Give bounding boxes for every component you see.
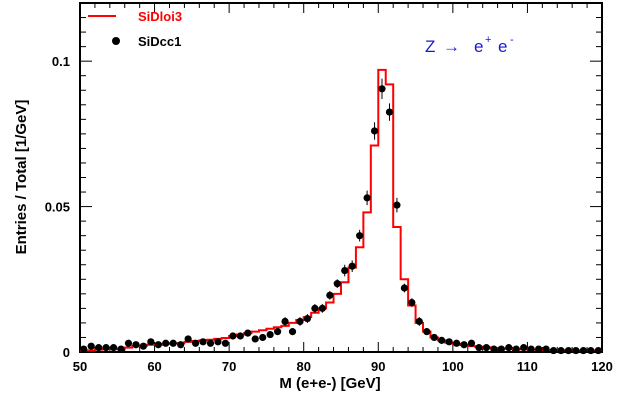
data-point (400, 284, 408, 292)
data-point (214, 338, 222, 346)
data-point (154, 341, 162, 349)
data-point (475, 344, 483, 352)
data-point (594, 346, 602, 355)
process-annotation: Z → e + e - (425, 34, 514, 56)
data-point (318, 304, 326, 312)
data-point (415, 317, 423, 326)
data-point (169, 339, 177, 347)
data-point (109, 344, 118, 352)
data-point (378, 85, 386, 93)
data-point (572, 346, 580, 355)
annotation-e1: e (474, 37, 483, 56)
data-point (139, 342, 147, 350)
data-point (348, 262, 356, 270)
x-tick-labels: 50 60 70 80 90 100 110 120 (73, 359, 613, 374)
data-point (206, 339, 215, 347)
data-point (87, 342, 95, 350)
x-tick-label: 110 (517, 359, 538, 374)
legend-label-sidloi3: SiDloi3 (138, 9, 182, 24)
data-point (259, 333, 267, 342)
data-point (438, 336, 446, 344)
data-point (587, 346, 595, 355)
data-point (124, 339, 133, 347)
data-point (393, 201, 401, 209)
x-tick-label: 60 (147, 359, 161, 374)
data-point (229, 332, 237, 340)
data-point (162, 339, 170, 347)
annotation-e2: e (498, 37, 507, 56)
data-point (467, 339, 476, 347)
data-point (303, 314, 312, 323)
data-point (542, 345, 550, 353)
data-point (132, 341, 140, 349)
data-point (288, 328, 297, 336)
data-point (266, 330, 274, 339)
data-point (236, 332, 244, 340)
annotation-arrow: → (443, 37, 460, 56)
data-point (184, 335, 192, 343)
data-point (102, 344, 110, 352)
annotation-e1-sup: + (485, 34, 491, 46)
data-point (564, 346, 573, 355)
data-point (505, 344, 513, 352)
data-point (408, 298, 416, 307)
x-tick-label: 50 (73, 359, 87, 374)
data-point (80, 345, 88, 353)
data-point (95, 344, 103, 352)
y-tick-label: 0 (63, 345, 70, 360)
data-point (557, 346, 565, 355)
data-point (326, 291, 334, 299)
x-tick-label: 90 (371, 359, 385, 374)
data-point (311, 304, 319, 312)
data-point (430, 333, 438, 342)
y-tick-labels: 0 0.05 0.1 (45, 54, 70, 360)
data-point (147, 338, 155, 346)
data-point (177, 341, 185, 349)
data-point (512, 345, 520, 353)
data-point (385, 108, 394, 116)
data-point (281, 317, 289, 326)
data-point (497, 345, 505, 353)
x-tick-label: 120 (591, 359, 613, 374)
data-point (199, 338, 207, 346)
legend: SiDloi3 SiDcc1 (88, 9, 182, 49)
data-point (251, 335, 259, 343)
data-point (579, 346, 587, 355)
y-tick-label: 0.1 (52, 54, 70, 69)
data-point (520, 344, 528, 352)
data-point (482, 344, 491, 352)
data-point (191, 339, 200, 347)
legend-label-sidcc1: SiDcc1 (138, 34, 181, 49)
data-point (445, 338, 453, 346)
points-series-sidcc1 (80, 78, 602, 355)
data-point (341, 266, 349, 275)
y-axis-title: Entries / Total [1/GeV] (13, 100, 30, 255)
annotation-base: Z (425, 37, 435, 56)
x-axis-title: M (e+e-) [GeV] (279, 375, 380, 392)
x-tick-label: 70 (222, 359, 236, 374)
data-point (356, 232, 364, 240)
data-point (370, 127, 379, 135)
data-point (221, 339, 230, 347)
x-tick-label: 100 (442, 359, 464, 374)
data-point (460, 341, 468, 349)
data-point (244, 329, 252, 337)
data-point (117, 345, 125, 353)
legend-marker-sidcc1 (112, 37, 120, 45)
data-point (274, 328, 282, 336)
data-point (452, 339, 461, 347)
data-point (527, 345, 535, 353)
x-tick-label: 80 (296, 359, 310, 374)
y-tick-label: 0.05 (45, 200, 70, 215)
data-point (296, 317, 304, 326)
data-point (333, 280, 341, 288)
annotation-e2-sup: - (510, 34, 514, 46)
data-point (423, 328, 431, 336)
data-point (549, 346, 558, 355)
data-point (490, 345, 498, 353)
data-point (363, 194, 371, 202)
data-point (535, 345, 543, 353)
